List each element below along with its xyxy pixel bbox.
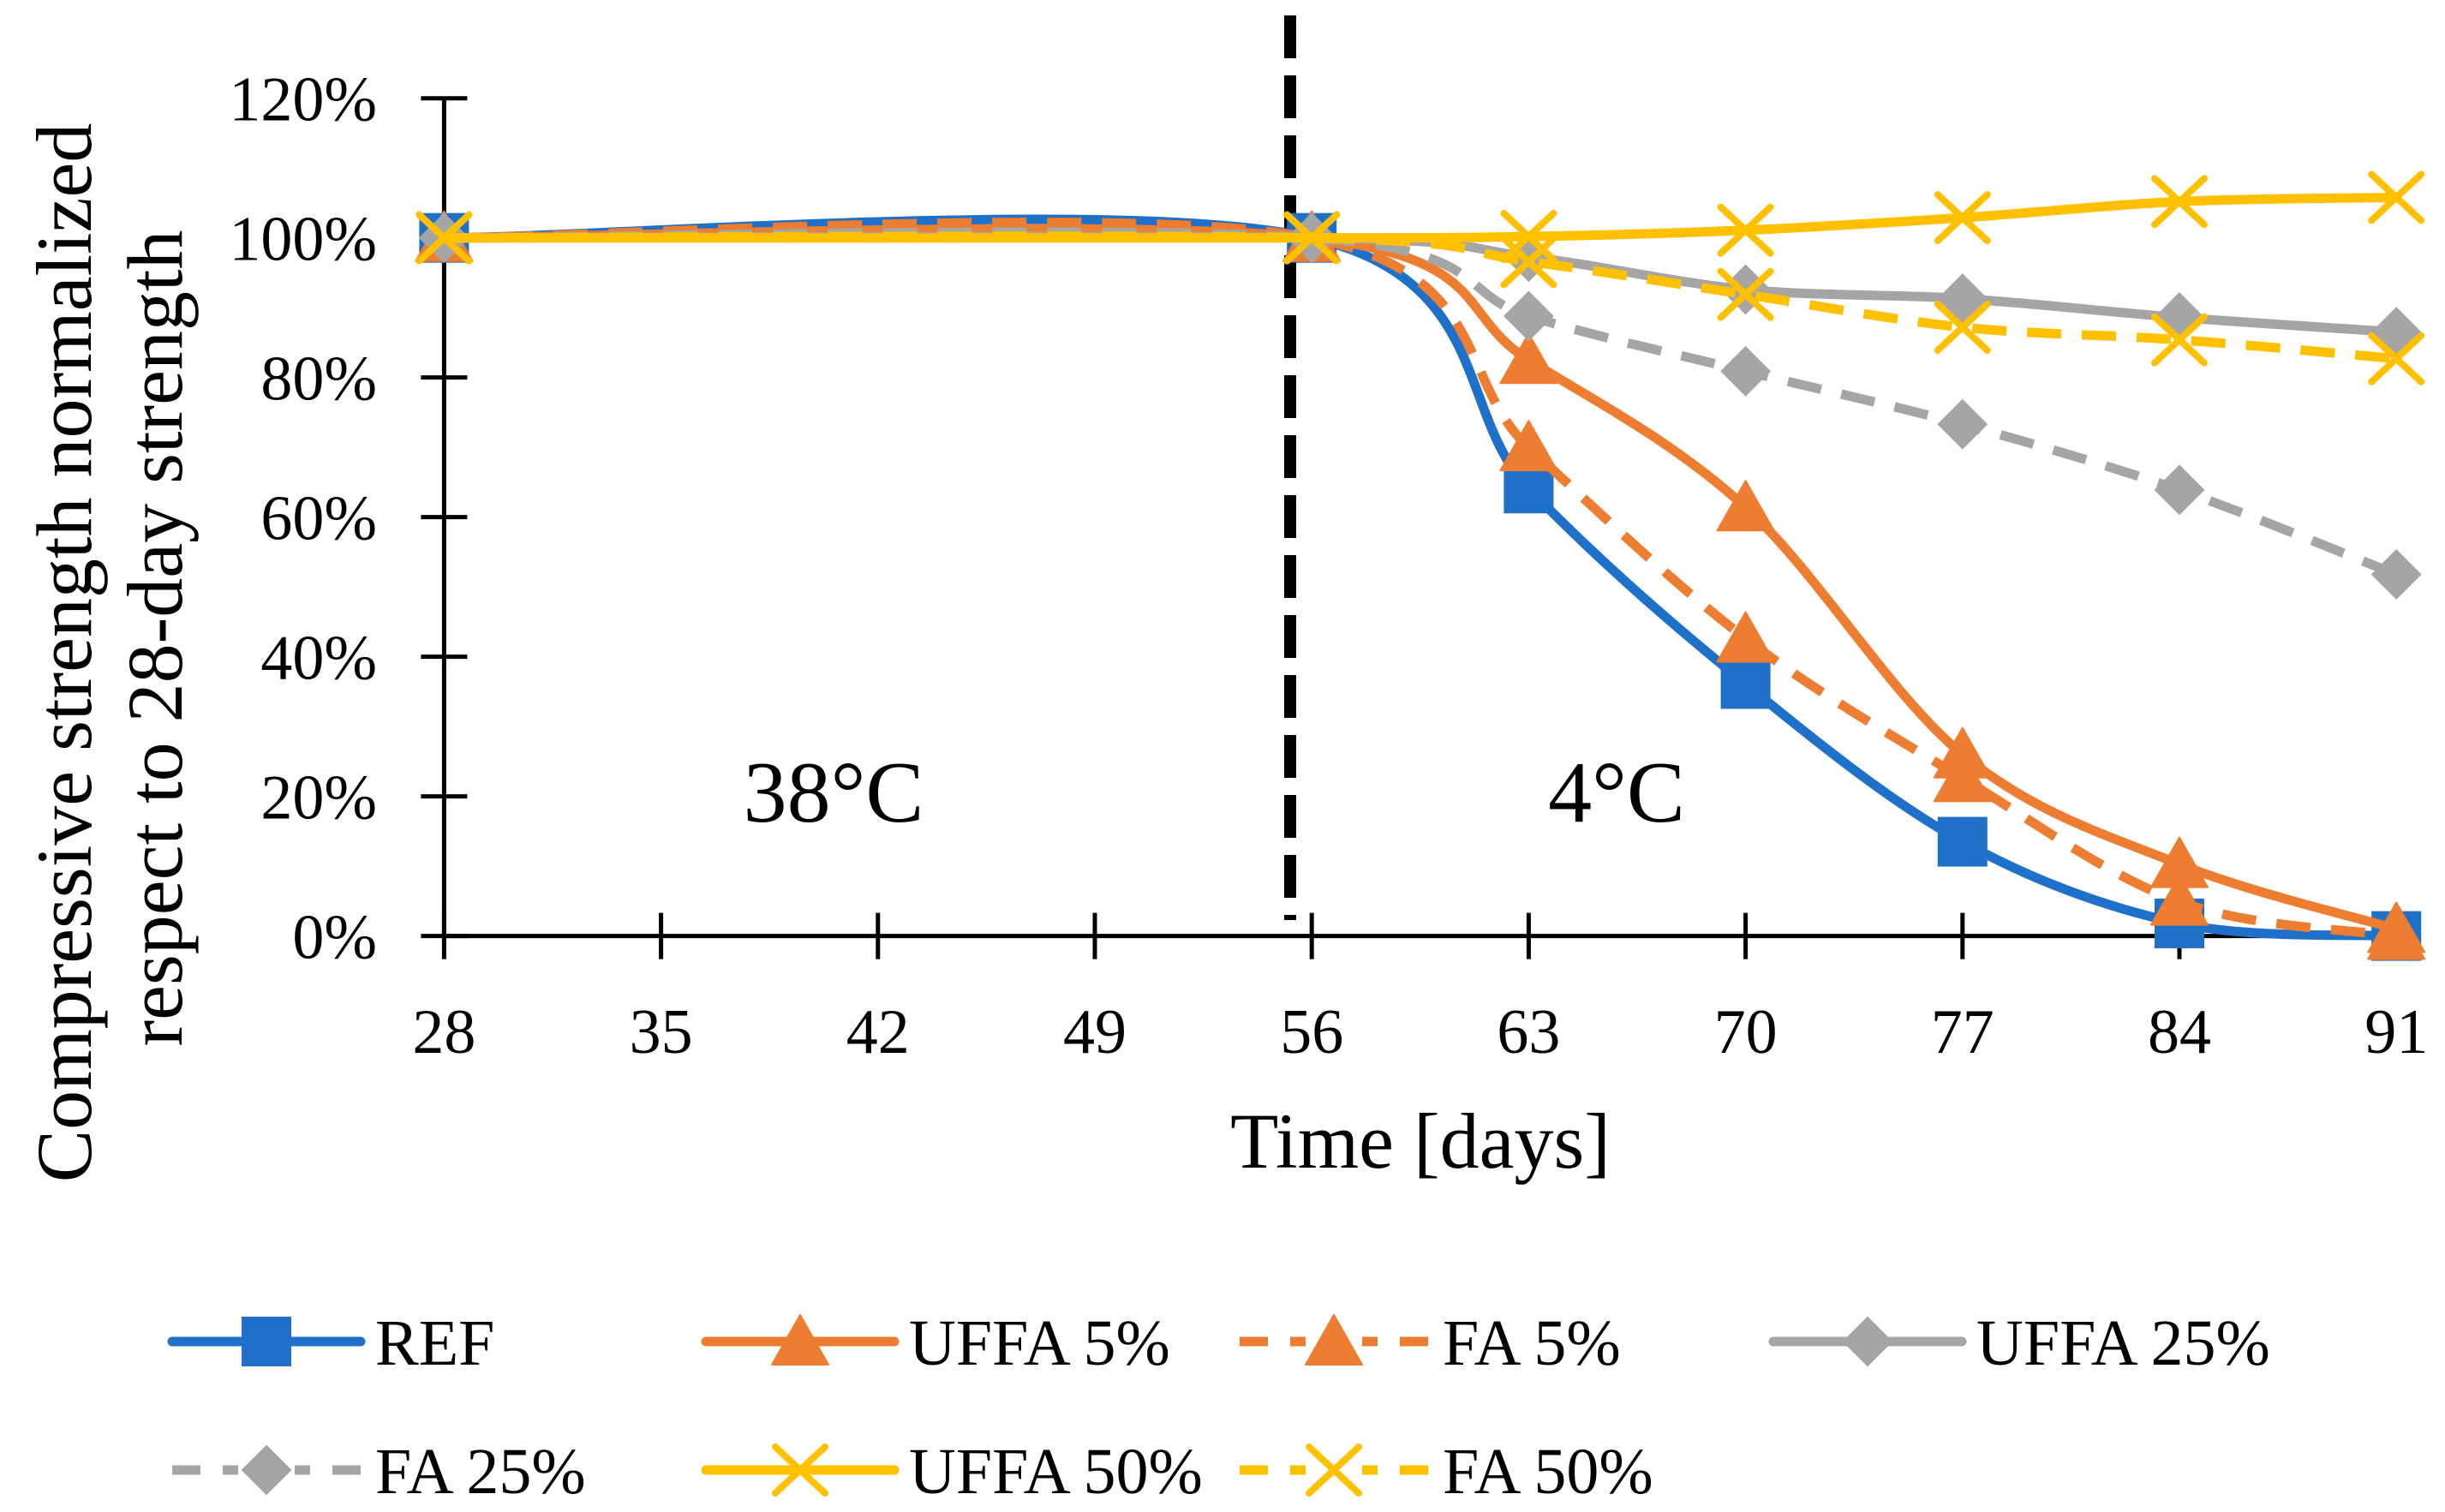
annotation-4c: 4°C — [1548, 744, 1685, 841]
legend-marker-uffa-50pct — [772, 1443, 828, 1497]
legend-label-uffa-50pct: UFFA 50% — [909, 1436, 1203, 1508]
legend-item-fa-50pct: FA 50% — [1240, 1436, 1653, 1508]
y-tick-label-0: 0% — [292, 903, 377, 973]
marker-fa-25pct-day-91 — [2370, 549, 2422, 600]
legend-label-fa-25pct: FA 25% — [375, 1436, 586, 1508]
marker-fa-50pct-day-63 — [1500, 235, 1557, 289]
marker-uffa-5pct-day-70 — [1716, 480, 1775, 532]
marker-uffa-5pct-day-63 — [1499, 332, 1558, 385]
marker-ref-day-77 — [1937, 816, 1988, 867]
y-axis-title-line-2: respect to 28-day strength — [111, 230, 199, 1047]
x-tick-label-35: 35 — [630, 997, 693, 1067]
x-tick-label-56: 56 — [1280, 997, 1343, 1067]
legend-marker-fa-50pct — [1306, 1443, 1362, 1497]
marker-fa-25pct-day-63 — [1503, 290, 1554, 342]
legend-item-ref: REF — [167, 1307, 494, 1379]
marker-fa-50pct-day-28 — [415, 211, 473, 265]
annotation-38c: 38°C — [744, 744, 924, 841]
marker-uffa-50pct-day-77 — [1934, 191, 1991, 245]
legend-label-uffa-5pct: UFFA 5% — [909, 1307, 1170, 1379]
x-tick-label-84: 84 — [2148, 997, 2211, 1067]
plot-area — [415, 170, 2426, 961]
legend-marker-ref — [242, 1317, 291, 1366]
legend: REF UFFA 5% FA 5% UFFA 25% FA 25% UFFA 50% FA … — [167, 1307, 2270, 1508]
y-tick-label-20: 20% — [260, 763, 377, 834]
legend-item-uffa-50pct: UFFA 50% — [701, 1436, 1203, 1508]
marker-fa-50pct-day-84 — [2151, 313, 2208, 367]
marker-uffa-50pct-day-91 — [2368, 170, 2425, 224]
marker-uffa-50pct-day-70 — [1717, 203, 1774, 257]
x-tick-label-42: 42 — [846, 997, 910, 1067]
x-tick-label-28: 28 — [412, 997, 475, 1067]
marker-uffa-50pct-day-63 — [1500, 210, 1557, 264]
marker-fa-5pct-day-91 — [2367, 908, 2426, 960]
y-tick-label-80: 80% — [260, 344, 377, 415]
legend-marker-uffa-25pct — [1842, 1316, 1893, 1367]
marker-fa-50pct-day-56 — [1283, 211, 1341, 265]
legend-marker-fa-5pct — [1305, 1314, 1363, 1366]
y-tick-label-120: 120% — [229, 65, 377, 135]
series-line-fa-25pct — [444, 227, 2399, 579]
y-tick-label-40: 40% — [260, 624, 377, 694]
x-tick-label-77: 77 — [1931, 997, 1994, 1067]
marker-fa-5pct-day-84 — [2150, 874, 2209, 926]
marker-fa-5pct-day-63 — [1499, 420, 1558, 472]
marker-fa-50pct-day-70 — [1717, 267, 1774, 321]
series-line-fa-5pct — [444, 218, 2398, 941]
marker-uffa-50pct-day-84 — [2151, 175, 2208, 229]
y-tick-label-100: 100% — [229, 205, 377, 275]
series-fa-50pct — [415, 211, 2425, 385]
marker-fa-25pct-day-70 — [1720, 345, 1772, 397]
marker-fa-25pct-day-77 — [1937, 398, 1988, 450]
legend-marker-fa-25pct — [241, 1444, 292, 1496]
y-axis-title-line-1: Compressive strength normalized — [21, 123, 108, 1183]
x-tick-label-63: 63 — [1497, 997, 1560, 1067]
marker-fa-50pct-day-77 — [1934, 300, 1991, 354]
legend-item-uffa-5pct: UFFA 5% — [701, 1307, 1170, 1379]
legend-item-uffa-25pct: UFFA 25% — [1768, 1307, 2270, 1379]
legend-item-fa-5pct: FA 5% — [1240, 1307, 1621, 1379]
x-axis-title: Time [days] — [1230, 1097, 1611, 1185]
marker-fa-5pct-day-70 — [1716, 611, 1775, 663]
marker-ref-day-70 — [1720, 659, 1771, 709]
marker-fa-5pct-day-77 — [1933, 750, 1992, 803]
axes: 0% 20% 40% 60% 80% 100% 120% 28 35 42 49 56 63 70 77 84… — [229, 65, 2428, 1067]
legend-label-fa-50pct: FA 50% — [1443, 1436, 1653, 1508]
marker-ref-day-63 — [1503, 463, 1554, 514]
legend-marker-uffa-5pct — [771, 1314, 829, 1366]
y-tick-label-60: 60% — [260, 484, 377, 554]
x-tick-label-49: 49 — [1063, 997, 1127, 1067]
y-axis-title: Compressive strength normalized respect … — [21, 123, 199, 1183]
series-line-fa-50pct — [444, 231, 2397, 364]
legend-label-ref: REF — [375, 1307, 494, 1379]
x-tick-label-91: 91 — [2364, 997, 2428, 1067]
x-tick-label-70: 70 — [1714, 997, 1778, 1067]
marker-fa-50pct-day-91 — [2368, 332, 2425, 385]
legend-item-fa-25pct: FA 25% — [172, 1436, 586, 1508]
marker-fa-25pct-day-84 — [2154, 464, 2205, 516]
legend-label-uffa-25pct: UFFA 25% — [1976, 1307, 2270, 1379]
legend-label-fa-5pct: FA 5% — [1443, 1307, 1621, 1379]
